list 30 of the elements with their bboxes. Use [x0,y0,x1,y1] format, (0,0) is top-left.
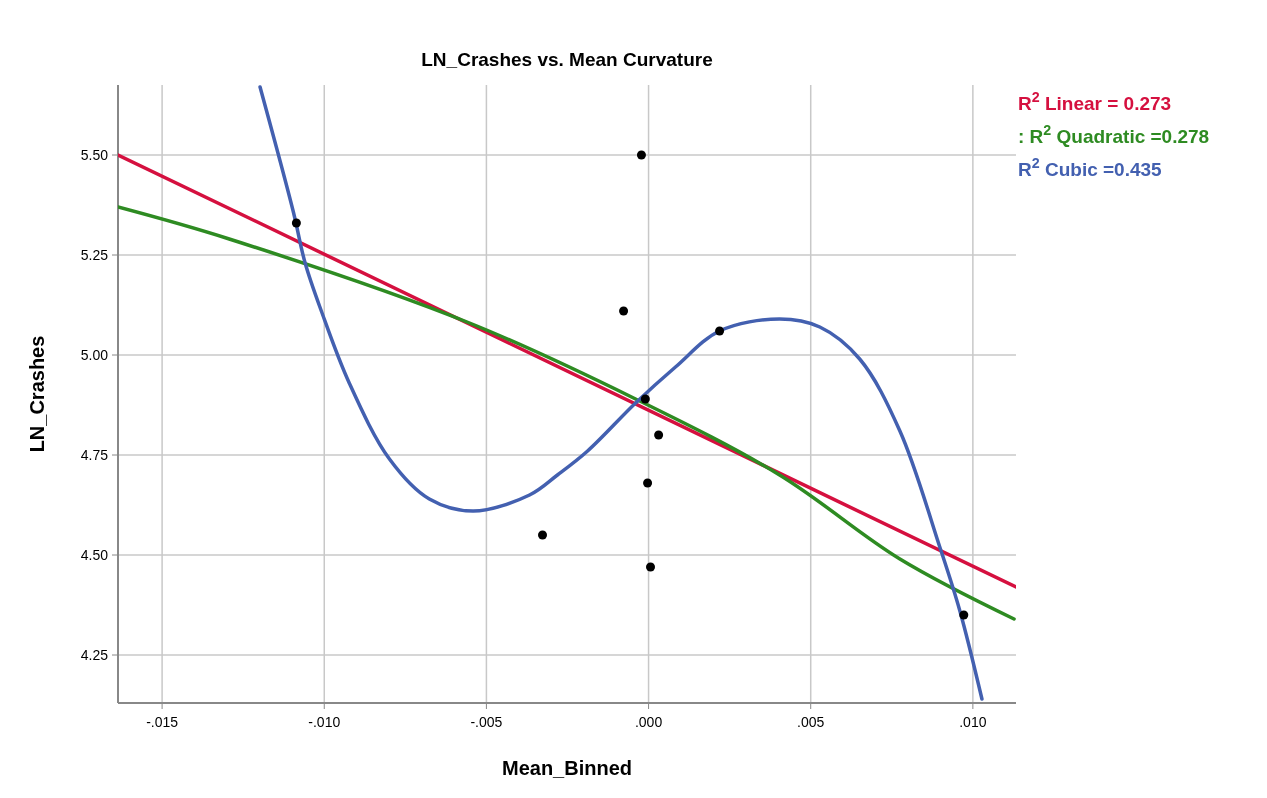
text: : R$^{2}$ Quadratic =0.278 [1018,122,1210,147]
point [291,218,301,228]
y-axis-title: LN_Crashes [26,335,48,453]
text: R$^{2}$ Cubic =0.435 [1018,155,1163,180]
line-series [258,85,984,701]
point [959,610,969,620]
x-tick-label: .000 [634,714,663,730]
x-tick-label: -.015 [146,714,179,730]
point [654,430,664,440]
chart-title: LN_Crashes vs. Mean Curvature [421,49,713,70]
x-axis-title: Mean_Binned [501,757,633,779]
x-tick-label: -.005 [470,714,503,730]
point [538,530,548,540]
point [640,394,650,404]
x-tick-label: .010 [959,714,987,730]
point [715,326,725,336]
point [636,150,646,160]
x-tick-label: .005 [797,714,825,730]
y-tick-label: 4.75 [80,447,109,463]
line-series [118,205,1016,621]
x-tick-label: -.010 [308,714,341,730]
point [643,478,653,488]
y-tick-label: 5.25 [80,247,109,263]
point [646,562,656,572]
y-tick-label: 4.25 [80,647,109,663]
point [619,306,629,316]
y-tick-label: 5.00 [80,347,109,363]
y-tick-label: 4.50 [80,547,109,563]
y-tick-label: 5.50 [80,147,109,163]
text: R$^{2}$ Linear = 0.273 [1018,89,1172,114]
